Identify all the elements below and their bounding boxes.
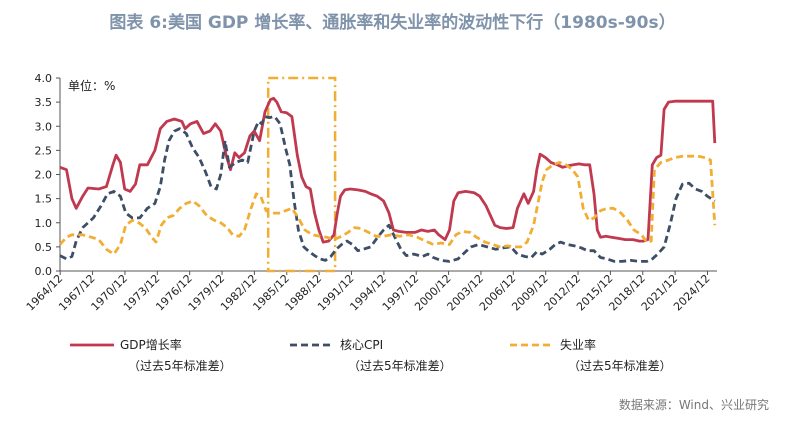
y-tick-label: 4.0 xyxy=(35,72,53,85)
legend-sublabel-0: （过去5年标准差） xyxy=(128,359,232,373)
y-tick-label: 2.5 xyxy=(35,144,53,157)
highlight-rect xyxy=(266,76,337,273)
y-tick-label: 1.5 xyxy=(35,193,53,206)
y-tick-label: 0.5 xyxy=(35,241,53,254)
legend-label-0: GDP增长率 xyxy=(120,337,182,352)
y-tick-label: 3.0 xyxy=(35,120,53,133)
legend-sublabel-1: （过去5年标准差） xyxy=(348,359,452,373)
series-lines xyxy=(58,96,717,263)
series-line-0 xyxy=(59,96,717,244)
series-line-2 xyxy=(58,154,717,256)
series-line-1 xyxy=(59,115,716,263)
unit-label: 单位：% xyxy=(68,78,115,93)
y-tick-label: 0.0 xyxy=(35,265,53,278)
chart-title: 图表 6:美国 GDP 增长率、通胀率和失业率的波动性下行（1980s-90s） xyxy=(109,13,676,33)
legend-label-1: 核心CPI xyxy=(340,338,383,352)
x-tick-label: 2024/12 xyxy=(671,272,713,314)
source-note: 数据来源：Wind、兴业研究 xyxy=(618,398,769,412)
legend: GDP增长率 （过去5年标准差） 核心CPI （过去5年标准差） 失业率 （过去5年标准差… xyxy=(70,337,672,373)
y-tick-label: 2.0 xyxy=(35,169,53,182)
y-tick-label: 3.5 xyxy=(35,96,53,109)
y-tick-label: 1.0 xyxy=(35,217,53,230)
highlight-box xyxy=(266,76,337,273)
legend-sublabel-2: （过去5年标准差） xyxy=(568,359,672,373)
legend-label-2: 失业率 xyxy=(560,337,596,352)
